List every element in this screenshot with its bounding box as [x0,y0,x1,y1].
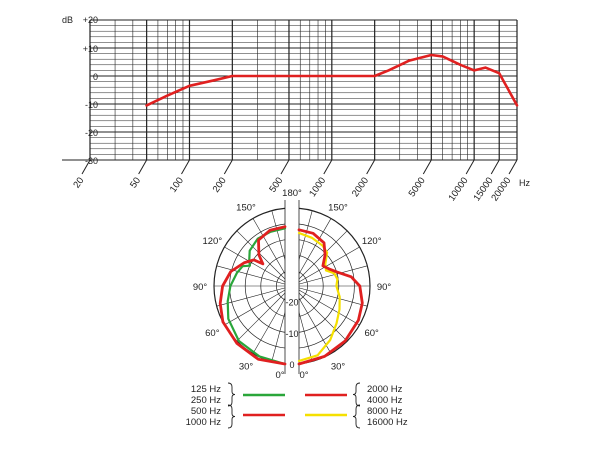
polar-spoke [216,265,293,287]
y-tick-label: -20 [85,128,98,138]
y-tick-label: +20 [83,15,98,25]
x-tick-label: 50 [128,175,143,190]
polar-angle-label: 150° [236,202,256,213]
y-axis-label: dB [62,15,73,25]
polar-angle-label: 150° [328,202,348,213]
polar-angle-label: 0° [299,370,308,381]
polar-angle-label: 60° [205,328,220,339]
legend-brace [227,404,236,429]
legend-label-left: 250 Hz [191,395,221,406]
x-tick-label: 10000 [446,175,470,203]
frequency-response-line [145,53,519,107]
x-tick-mark [366,159,376,175]
x-tick-label: 5000 [407,175,428,199]
legend-brace [352,404,361,429]
polar-spoke [291,230,348,287]
x-tick-label: 1000 [307,175,328,199]
polar-center-gap [285,200,299,378]
polar-spoke [224,285,293,326]
x-tick-mark [465,159,475,175]
x-tick-mark [81,159,91,175]
polar-curve-red-right [297,228,364,366]
polar-spoke [291,285,360,326]
polar-spoke [236,285,293,342]
x-tick-mark [508,159,518,175]
polar-angle-label: 0° [275,370,284,381]
polar-curve-red-left [218,225,287,366]
polar-spoke [224,246,293,287]
polar-curve-green-left [226,227,287,366]
x-tick-mark [223,159,233,175]
x-tick-label: 100 [168,175,186,194]
legend-label-left: 500 Hz [191,406,221,417]
x-tick-label: 200 [211,175,229,194]
legend-label-right: 16000 Hz [367,417,408,428]
frequency-response-curve [145,53,519,107]
polar-angle-label: 180° [282,188,302,199]
x-tick-mark [138,159,148,175]
y-tick-label: 0 [93,72,98,82]
polar-angle-label: 120° [362,236,382,247]
polar-radial-label: -10 [285,329,298,339]
x-tick-mark [181,159,190,175]
polar-grid [213,200,371,378]
x-tick-label: 20000 [489,175,513,203]
legend-brace [227,382,236,407]
polar-angle-label: 90° [193,282,208,293]
polar-angle-label: 120° [202,236,222,247]
polar-angle-label: 30° [239,362,254,373]
polar-radial-label: 0 [289,360,294,370]
polar-spoke [216,285,293,307]
legend-label-right: 2000 Hz [367,384,403,395]
legend-label-left: 125 Hz [191,384,221,395]
polar-angle-label: 90° [377,282,392,293]
polar-angle-label: 60° [364,328,379,339]
polar-curves [218,225,364,366]
polar-angle-label: 30° [331,362,346,373]
legend-label-right: 4000 Hz [367,395,403,406]
y-tick-label: -10 [85,100,98,110]
legend-label-left: 1000 Hz [186,417,222,428]
frequency-response-grid [89,19,518,161]
legend-label-right: 8000 Hz [367,406,403,417]
polar-spoke [291,285,368,307]
x-tick-mark [323,159,333,175]
polar-spoke [291,285,348,342]
legend-brace [352,382,361,407]
x-tick-mark [280,159,290,175]
polar-labels: 0 -10 -20 0° 30° 60° 90° 120° 150° 180° 150° 120° 90… [193,188,392,381]
x-tick-label: 20 [71,175,86,190]
y-tick-label: -30 [85,156,98,166]
y-tick-label: +10 [83,44,98,54]
x-axis-label: Hz [519,178,530,188]
x-tick-mark [422,159,432,175]
x-tick-label: 2000 [350,175,371,199]
x-tick-mark [490,159,500,175]
polar-spoke [291,265,368,287]
polar-radial-label: -20 [285,298,298,308]
polar-spoke [236,230,293,287]
